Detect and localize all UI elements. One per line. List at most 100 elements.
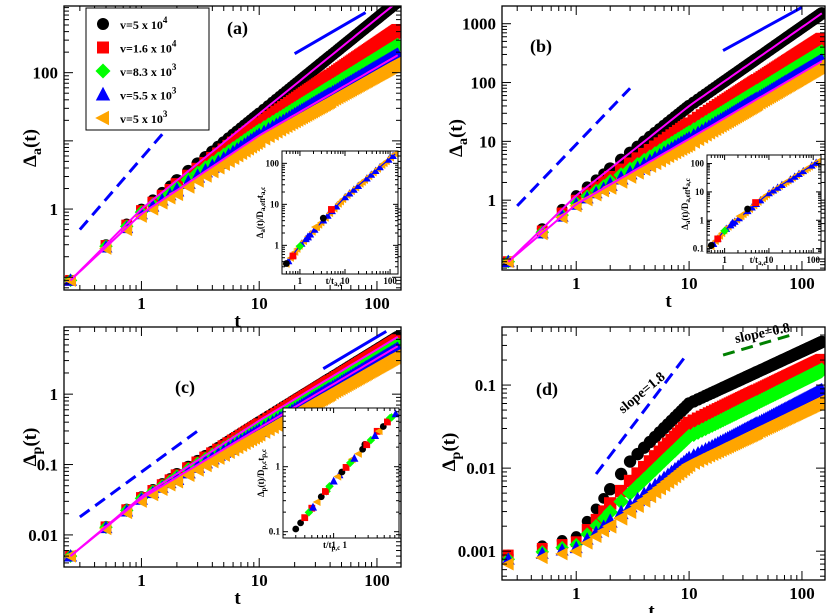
panel-label: (d): [536, 379, 558, 400]
inset-plot-area: [292, 409, 399, 533]
inset-y-axis-label: Δa(t)/Da,effta,c: [680, 178, 692, 230]
inset-data-point: [350, 453, 359, 462]
plot-area-c: [64, 330, 401, 563]
inset-data-point: [308, 502, 318, 511]
y-axis-label: Δp(t): [20, 428, 45, 467]
inset-data-point: [282, 260, 290, 267]
x-tick-label: 100: [789, 584, 815, 603]
x-tick-label: 1: [137, 571, 146, 590]
x-tick-label: 1: [137, 294, 146, 313]
dashed-guide-line: [78, 92, 199, 231]
data-point: [391, 23, 401, 37]
legend-marker-v5500: [95, 86, 111, 101]
inset-data-point: [728, 218, 737, 227]
dashed-guide-line: [516, 87, 632, 207]
inset-data-point: [707, 241, 715, 249]
inset-data-point: [354, 449, 362, 458]
data-point: [155, 483, 168, 496]
data-point: [814, 362, 825, 379]
x-tick-label: 10: [681, 584, 698, 603]
data-point: [580, 536, 593, 550]
data-point: [155, 196, 168, 210]
data-point: [180, 178, 195, 194]
series-v5500: [502, 382, 825, 565]
legend-marker-v5000: [95, 110, 109, 126]
inset-y-tick-label: 0.1: [693, 244, 705, 254]
inset-data-point: [319, 214, 327, 222]
panel-b: 1 10 100 1 10 100 1000 t Δa(t) (b) 1 10 100 0.1 1 10 100…: [446, 5, 826, 312]
x-tick-label: 100: [789, 274, 815, 293]
data-point: [622, 504, 637, 520]
inset-y-axis-label: Δp(t)/Dp,ctp,c: [256, 449, 268, 497]
legend-label-v8300: v=8.3 x 103: [120, 62, 177, 79]
x-axis-label: t: [234, 311, 241, 332]
data-point: [598, 505, 610, 517]
data-point: [603, 483, 617, 496]
y-tick-label: 0.01: [28, 526, 58, 545]
inset-x-tick-label: 1: [722, 255, 727, 265]
inset-y-tick-label: 100: [266, 158, 280, 168]
inset-x-tick-label: 10: [340, 276, 350, 286]
y-axis-label: Δa(t): [20, 129, 45, 167]
inset-x-axis-label: t/ta,c: [750, 255, 767, 267]
inset-data-point: [292, 525, 300, 533]
data-point: [623, 455, 637, 468]
inset-curve: [285, 153, 396, 265]
inset-a: 1 10 100 1 10 100 t/ta,c Δa(t)/Da,effta,c: [255, 150, 399, 288]
inset-y-tick-label: 1: [275, 240, 280, 250]
inset-x-axis-label: t/ta,c: [326, 276, 343, 288]
data-point: [555, 547, 568, 561]
legend-marker-v16000: [97, 41, 109, 54]
axes-frame: [63, 5, 402, 291]
data-point: [502, 557, 514, 571]
legend-label-v5000: v=5 x 103: [120, 109, 168, 126]
inset-data-point: [322, 488, 329, 495]
x-tick-label: 10: [681, 274, 698, 293]
y-tick-label: 0.001: [458, 542, 496, 561]
y-tick-label: 100: [471, 74, 497, 93]
inset-y-tick-label: 10: [270, 199, 280, 209]
series-v5000: [502, 394, 825, 571]
legend: v=5 x 104 v=1.6 x 104 v=8.3 x 103 v=5.5 x 1…: [85, 7, 210, 131]
plot-area-b: [502, 6, 825, 269]
inset-data-point: [295, 242, 305, 251]
axes-frame: [501, 326, 826, 581]
inset-x-axis-label: t/tp,c 1: [323, 540, 348, 552]
inset-data-point: [329, 476, 338, 485]
y-tick-label: 100: [33, 64, 59, 83]
x-tick-label: 1: [572, 274, 581, 293]
inset-data-point: [289, 252, 297, 260]
fit-curve: [507, 60, 823, 263]
inset-data-point: [301, 514, 309, 522]
inset-data-point: [714, 235, 722, 243]
data-point: [813, 58, 825, 71]
inset-data-point: [370, 431, 380, 440]
inset-c: 10.11t/tp,c 1Δp(t)/Dp,ctp,c: [256, 407, 400, 552]
y-tick-label: 10: [479, 132, 496, 151]
fit-curve: [69, 6, 394, 282]
axes-frame: [501, 5, 826, 271]
x-tick-label: 10: [251, 571, 268, 590]
inset-data-point: [317, 493, 325, 501]
data-point: [613, 493, 629, 510]
inset-data-point: [752, 199, 759, 206]
data-point: [602, 504, 618, 520]
dashed-guide-line: [78, 429, 199, 519]
y-tick-label: 1000: [462, 15, 496, 34]
dashed-guide-line: [594, 357, 686, 475]
legend-label-v50000: v=5 x 104: [120, 15, 168, 32]
data-point: [815, 7, 825, 20]
y-tick-label: 1: [50, 200, 59, 219]
inset-data-point: [297, 519, 304, 527]
inset-data-point: [744, 205, 751, 213]
inset-data-point: [328, 206, 335, 213]
y-tick-label: 0.1: [475, 376, 496, 395]
fit-curve: [69, 345, 399, 557]
data-point: [389, 56, 401, 69]
fit-curve: [507, 12, 823, 263]
inset-y-tick-label: 1: [700, 215, 705, 225]
y-tick-label: 0.01: [466, 459, 496, 478]
series-v8300: [502, 362, 825, 566]
inset-data-point: [720, 226, 729, 236]
fit-curve: [69, 336, 399, 557]
